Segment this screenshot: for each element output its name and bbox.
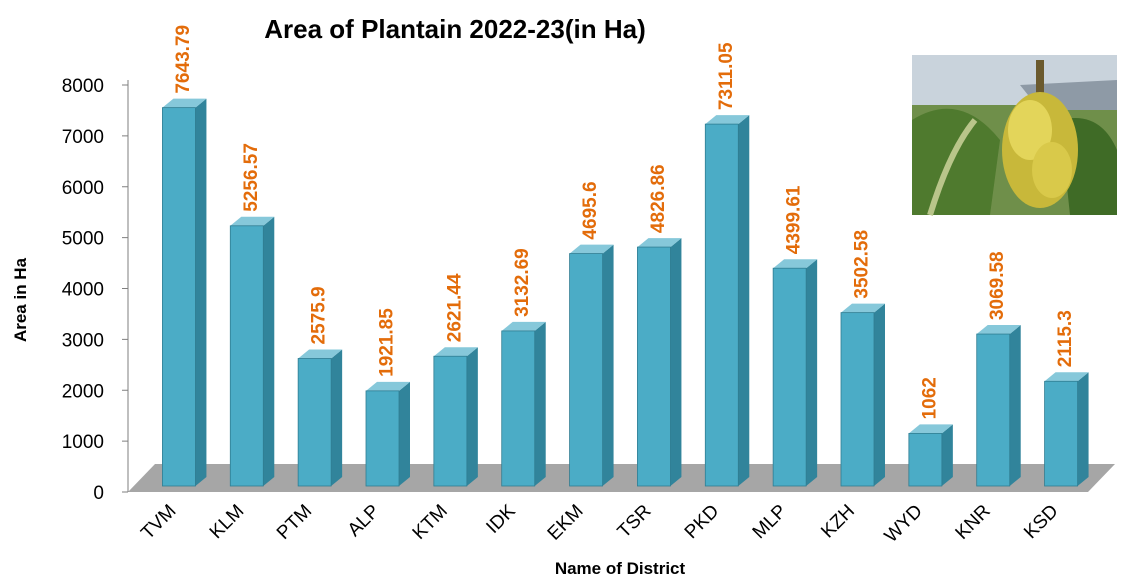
y-tick-label: 2000 xyxy=(62,381,104,402)
bar-side xyxy=(466,347,478,486)
bar-top xyxy=(976,325,1021,335)
y-tick-label: 0 xyxy=(93,483,104,504)
bar-side xyxy=(195,98,207,487)
bar-side xyxy=(738,115,750,486)
value-label: 1921.85 xyxy=(377,308,398,377)
x-tick-label: PTM xyxy=(273,501,316,544)
x-tick-label: ALP xyxy=(344,501,384,541)
bar-top xyxy=(366,381,410,391)
value-label: 5256.57 xyxy=(241,143,262,212)
bar xyxy=(840,312,875,487)
bar-side xyxy=(874,303,885,486)
bar-top xyxy=(908,424,953,434)
bar-side xyxy=(534,321,546,486)
value-label: 2621.44 xyxy=(444,273,465,342)
bar xyxy=(976,333,1011,487)
y-tick-label: 3000 xyxy=(62,330,104,351)
bar-top xyxy=(773,259,818,269)
x-tick-label: MLP xyxy=(749,501,791,543)
bar-top xyxy=(705,115,750,125)
bar xyxy=(365,390,400,487)
bar-top xyxy=(162,98,207,108)
bar-top xyxy=(637,238,682,248)
bar-top xyxy=(230,216,275,226)
y-tick-label: 8000 xyxy=(62,76,104,97)
floor xyxy=(128,464,1115,492)
value-label: 4826.86 xyxy=(648,164,669,233)
x-tick-label: TVM xyxy=(137,501,180,544)
value-label: 3502.58 xyxy=(852,230,873,299)
bar-side xyxy=(331,349,343,486)
bar xyxy=(433,355,468,487)
x-axis-title: Name of District xyxy=(555,559,686,578)
value-label: 3132.69 xyxy=(512,248,533,317)
bar xyxy=(704,123,739,487)
bar-top xyxy=(841,303,885,313)
bar-top xyxy=(433,347,478,357)
bar-side xyxy=(806,259,818,486)
bar xyxy=(162,107,196,487)
value-label: 2115.3 xyxy=(1055,310,1076,367)
bar xyxy=(229,225,264,487)
x-tick-label: EKM xyxy=(544,501,588,545)
bar xyxy=(569,253,603,487)
y-tick-label: 7000 xyxy=(62,127,104,148)
value-label: 4695.6 xyxy=(580,181,601,239)
bar xyxy=(297,358,332,487)
bar-top xyxy=(298,349,343,359)
x-tick-label: KTM xyxy=(409,501,452,544)
value-label: 1062 xyxy=(919,377,940,419)
bar-top xyxy=(1044,372,1089,382)
bar-top xyxy=(501,321,546,331)
chart-title: Area of Plantain 2022-23(in Ha) xyxy=(264,14,645,44)
y-tick-label: 1000 xyxy=(62,432,104,453)
value-label: 4399.61 xyxy=(784,185,805,254)
bar-side xyxy=(399,381,410,486)
value-label: 3069.58 xyxy=(987,251,1008,320)
x-tick-label: KSD xyxy=(1020,501,1062,543)
bar-top xyxy=(569,244,614,254)
bar-side xyxy=(1077,372,1089,486)
bar-side xyxy=(1009,325,1021,486)
value-label: 7311.05 xyxy=(716,42,737,110)
x-tick-label: PKD xyxy=(681,501,723,543)
x-tick-label: TSR xyxy=(614,501,656,543)
bar xyxy=(772,267,807,487)
y-tick-label: 4000 xyxy=(62,280,104,301)
bar xyxy=(637,246,671,487)
bar xyxy=(501,330,536,487)
bar-side xyxy=(670,238,682,486)
x-tick-label: KLM xyxy=(206,501,248,543)
x-tick-label: KNR xyxy=(952,501,995,544)
y-tick-label: 5000 xyxy=(62,229,104,250)
bar xyxy=(1044,380,1078,487)
y-axis-title: Area in Ha xyxy=(11,257,30,342)
x-tick-label: KZH xyxy=(817,501,859,543)
bar-side xyxy=(941,424,953,486)
value-label: 7643.79 xyxy=(173,25,194,94)
banana-photo xyxy=(912,55,1117,216)
x-tick-label: IDK xyxy=(482,500,519,537)
x-tick-label: WYD xyxy=(881,501,927,547)
y-tick-label: 6000 xyxy=(62,178,104,199)
bar-side xyxy=(602,244,614,486)
bar-side xyxy=(263,216,275,486)
bar xyxy=(908,433,943,487)
value-label: 2575.9 xyxy=(309,286,330,344)
